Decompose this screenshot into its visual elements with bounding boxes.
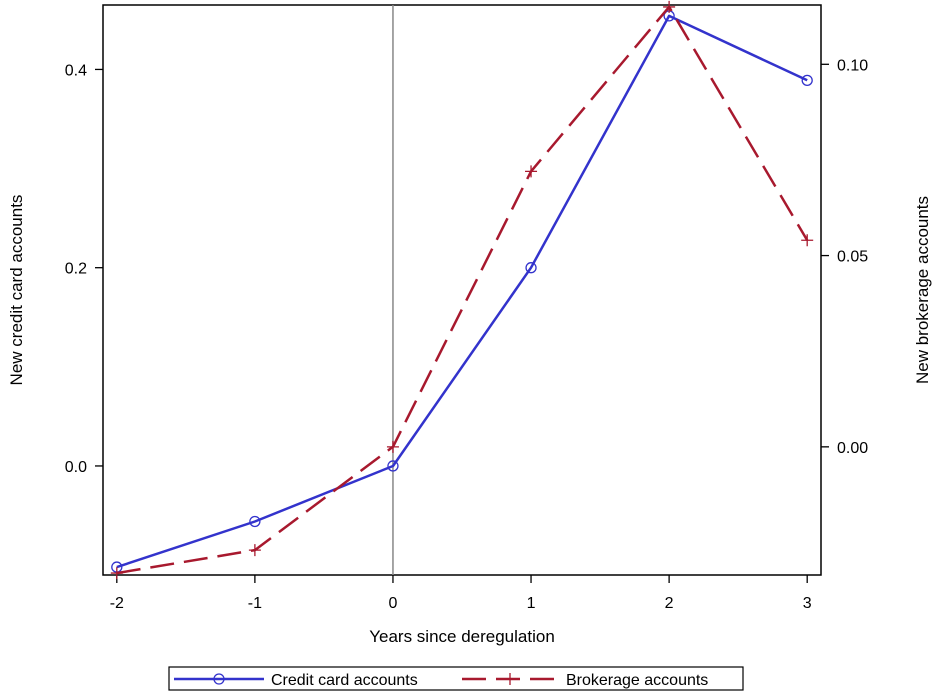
x-tick-label: -1 (248, 595, 262, 612)
legend-label-brokerage: Brokerage accounts (566, 672, 708, 689)
legend-box (168, 666, 744, 691)
x-axis-label: Years since deregulation (369, 627, 555, 646)
axis-ticks: -2 -1 0 1 2 3 0.4 0.2 0.0 0.10 0.05 0.00 (65, 57, 868, 612)
data-point-credit-card-accounts (801, 74, 813, 86)
legend-marker-brokerage (504, 673, 516, 685)
y-axis-label-right: New brokerage accounts (913, 196, 932, 384)
data-point-credit-card-accounts (525, 262, 537, 274)
data-point-brokerage-accounts (663, 0, 676, 13)
data-point-brokerage-accounts (110, 567, 123, 580)
legend-label-credit-card: Credit card accounts (271, 672, 418, 689)
data-point-credit-card-accounts (387, 460, 399, 472)
x-tick-label: 2 (665, 595, 674, 612)
x-tick-label: 0 (389, 595, 398, 612)
data-point-brokerage-accounts (386, 440, 399, 453)
legend: Credit card accounts Brokerage accounts (168, 666, 744, 691)
y-left-tick-label: 0.2 (65, 261, 87, 278)
series-layer (110, 0, 814, 580)
series-line-credit-card-accounts (116, 14, 808, 569)
data-point-brokerage-accounts (248, 544, 261, 557)
y-right-tick-label: 0.05 (837, 249, 868, 266)
data-point-credit-card-accounts (249, 515, 261, 528)
data-point-brokerage-accounts (525, 165, 538, 178)
legend-marker-credit-card (213, 673, 225, 685)
y-right-tick-label: 0.00 (837, 440, 868, 457)
x-tick-label: -2 (110, 595, 124, 612)
y-right-tick-label: 0.10 (837, 57, 868, 74)
y-axis-label-left: New credit card accounts (7, 195, 26, 386)
data-point-brokerage-accounts (801, 234, 814, 247)
series-line-brokerage-accounts (116, 5, 809, 575)
x-tick-label: 1 (527, 595, 536, 612)
x-tick-label: 3 (803, 595, 812, 612)
y-left-tick-label: 0.4 (65, 62, 87, 79)
y-left-tick-label: 0.0 (65, 459, 87, 476)
plot-area-frame (102, 4, 822, 576)
